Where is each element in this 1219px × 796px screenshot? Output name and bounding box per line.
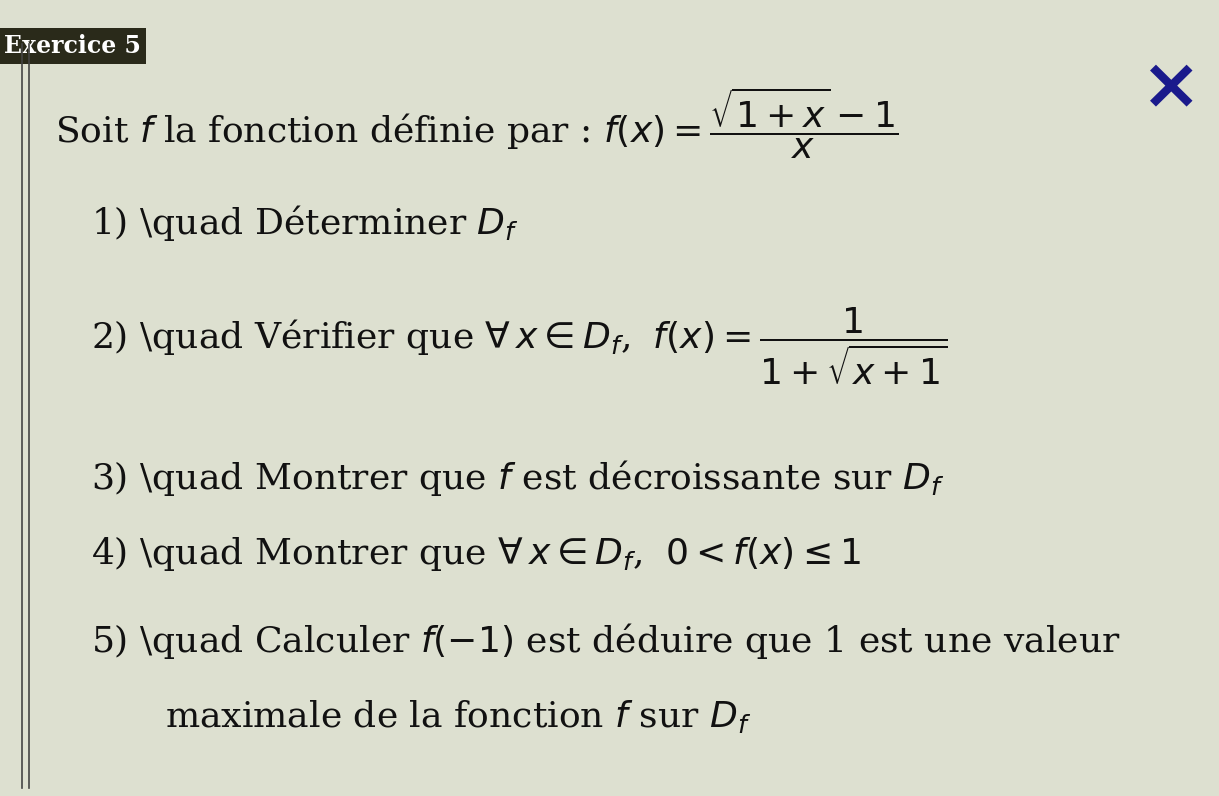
Text: 3) \quad Montrer que $f$ est décroissante sur $D_{f}$: 3) \quad Montrer que $f$ est décroissant… <box>91 458 945 498</box>
Text: maximale de la fonction $f$ sur $D_{f}$: maximale de la fonction $f$ sur $D_{f}$ <box>165 698 751 735</box>
Text: 1) \quad Déterminer $D_{f}$: 1) \quad Déterminer $D_{f}$ <box>91 203 519 243</box>
Text: 4) \quad Montrer que $\forall\, x \in D_{f}$, $\;0 < f(x) \leq 1$: 4) \quad Montrer que $\forall\, x \in D_… <box>91 534 862 572</box>
Text: Soit $f$ la fonction définie par : $f(x) = \dfrac{\sqrt{1+x}-1}{x}$: Soit $f$ la fonction définie par : $f(x)… <box>55 86 898 161</box>
Text: Exercice 5: Exercice 5 <box>4 34 140 58</box>
Text: 2) \quad Vérifier que $\forall\, x \in D_{f}$, $\;f(x) = \dfrac{1}{1+\sqrt{x+1}}: 2) \quad Vérifier que $\forall\, x \in D… <box>91 306 948 387</box>
Text: $\mathbf{\times}$: $\mathbf{\times}$ <box>1140 52 1193 123</box>
Text: 5) \quad Calculer $f(-1)$ est déduire que 1 est une valeur: 5) \quad Calculer $f(-1)$ est déduire qu… <box>91 621 1121 661</box>
